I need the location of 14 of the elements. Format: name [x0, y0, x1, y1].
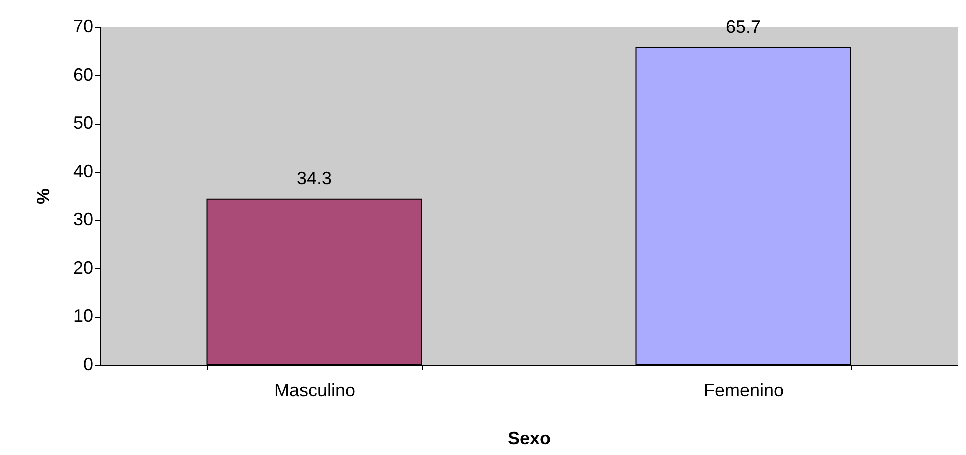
y-tick-label: 60	[73, 64, 94, 85]
y-tick-label: 70	[73, 16, 94, 36]
y-tick-label: 20	[73, 258, 94, 278]
y-tick-label: 10	[73, 306, 94, 326]
y-tick-label: 40	[73, 161, 94, 182]
y-tick-label: 30	[73, 210, 94, 230]
data-label: 65.7	[726, 16, 762, 37]
y-tick-label: 50	[73, 113, 94, 134]
y-axis-title: %	[33, 188, 54, 205]
y-tick-label: 0	[83, 354, 94, 374]
x-tick-label: Masculino	[274, 380, 356, 400]
x-tick-label: Femenino	[704, 380, 784, 400]
x-axis-title: Sexo	[508, 428, 552, 448]
data-label: 34.3	[296, 168, 332, 188]
